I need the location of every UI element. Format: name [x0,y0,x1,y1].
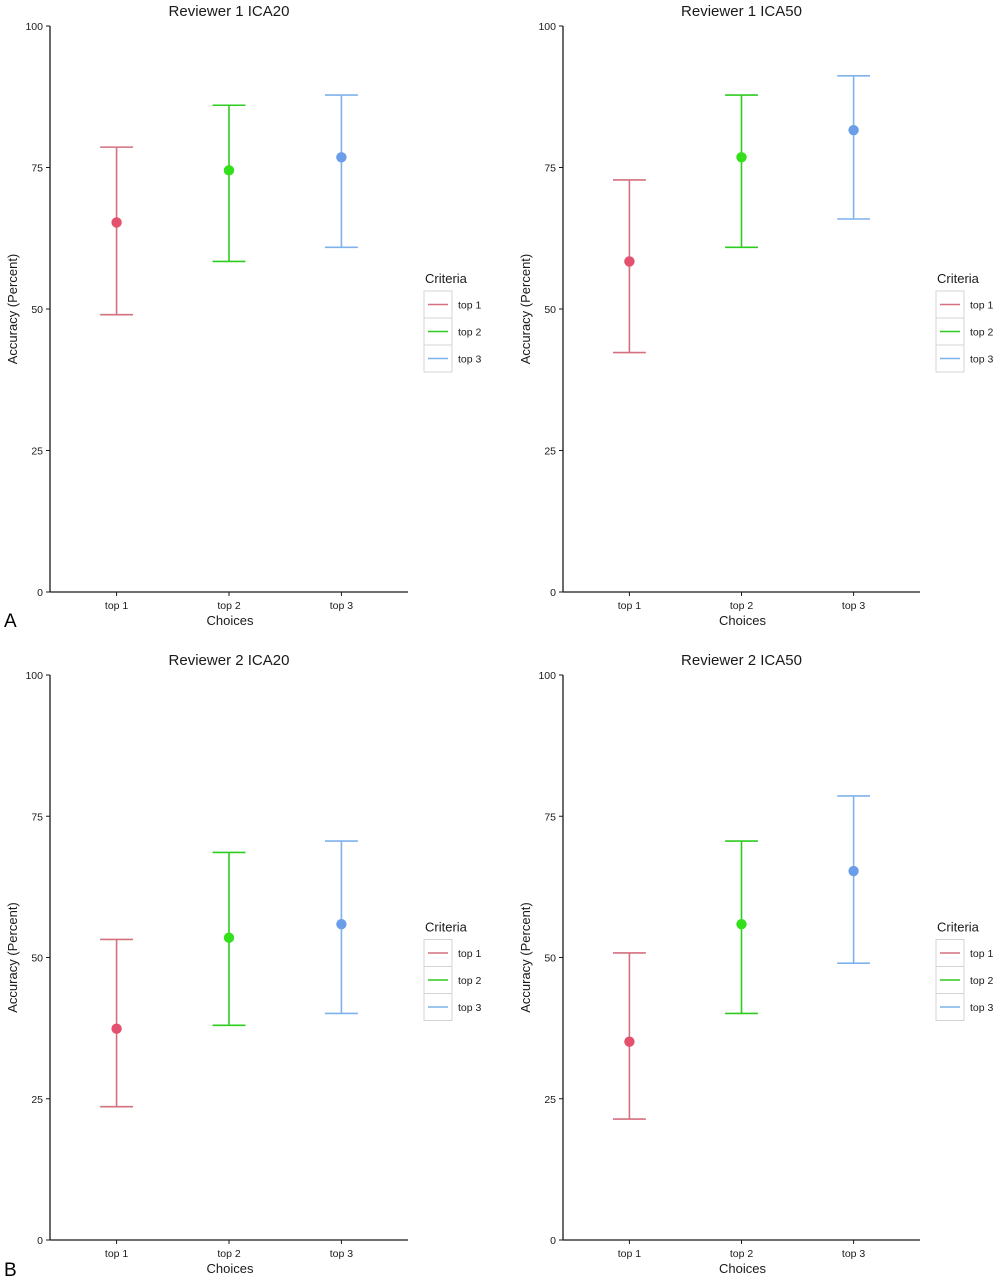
panel-label-b: B [4,1260,17,1280]
legend-title: Criteria [425,271,468,286]
data-point [223,932,235,943]
x-axis-label: Choices [207,613,254,628]
x-axis-label: Choices [719,1261,766,1276]
chart-title: Reviewer 1 ICA50 [681,3,802,20]
y-tick-label: 100 [25,21,43,33]
y-tick-label: 50 [544,953,556,965]
legend-label: top 2 [458,327,482,339]
y-tick-label: 25 [31,1094,43,1106]
y-tick-label: 100 [538,670,556,682]
y-tick-label: 25 [544,446,556,458]
data-point [111,217,122,228]
y-tick-label: 50 [31,304,43,316]
legend-label: top 2 [458,975,482,987]
y-tick-label: 0 [37,587,43,599]
x-tick-label: top 1 [105,1248,129,1260]
x-tick-label: top 1 [618,1248,642,1260]
y-tick-label: 75 [544,811,556,823]
x-tick-label: top 1 [618,600,642,612]
y-axis-label: Accuracy (Percent) [518,902,533,1013]
chart-title: Reviewer 2 ICA20 [169,652,290,669]
panel-label-a: A [4,611,17,632]
x-tick-label: top 3 [330,1248,354,1260]
y-axis-label: Accuracy (Percent) [5,254,20,365]
legend-label: top 3 [458,354,482,366]
y-tick-label: 25 [544,1094,556,1106]
data-point [736,152,747,163]
legend-label: top 2 [970,975,994,987]
chart-panel-3: Reviewer 2 ICA20 0 25 50 75 100 top 1 top 2 top … [5,652,482,1276]
y-axis-label: Accuracy (Percent) [518,254,533,365]
y-tick-label: 100 [25,670,43,682]
legend-label: top 1 [458,300,482,312]
legend-label: top 1 [970,300,994,312]
chart-panel-1: Reviewer 1 ICA20 0 25 50 75 100 top 1 top 2 top … [5,3,482,628]
x-tick-label: top 2 [730,600,754,612]
data-point [223,165,235,176]
x-tick-label: top 3 [842,1248,866,1260]
y-tick-label: 75 [31,811,43,823]
chart-title: Reviewer 2 ICA50 [681,652,802,669]
legend-label: top 3 [970,1002,994,1014]
data-point [336,918,347,930]
legend-label: top 3 [458,1002,482,1014]
x-tick-label: top 2 [217,1248,241,1260]
x-tick-label: top 1 [105,600,129,612]
y-tick-label: 0 [550,1235,556,1247]
legend-label: top 1 [970,948,994,960]
legend-label: top 3 [970,354,994,366]
data-point [736,918,747,930]
data-point [848,865,859,877]
y-tick-label: 75 [544,163,556,175]
x-tick-label: top 3 [842,600,866,612]
chart-title: Reviewer 1 ICA20 [169,3,290,20]
x-tick-label: top 2 [217,600,241,612]
y-axis-label: Accuracy (Percent) [5,902,20,1013]
legend-label: top 1 [458,948,482,960]
x-tick-label: top 2 [730,1248,754,1260]
x-tick-label: top 3 [330,600,354,612]
y-tick-label: 75 [31,163,43,175]
legend-title: Criteria [937,271,980,286]
data-point [624,256,635,267]
y-tick-label: 100 [538,21,556,33]
data-point [624,1036,635,1047]
y-tick-label: 0 [550,587,556,599]
legend-title: Criteria [425,920,468,935]
chart-panel-2: Reviewer 1 ICA50 0 25 50 75 100 top 1 top 2 top … [518,3,994,628]
x-axis-label: Choices [207,1261,254,1276]
data-point [111,1023,122,1034]
data-point [336,152,347,163]
data-point [848,124,859,136]
legend-label: top 2 [970,327,994,339]
chart-panel-4: Reviewer 2 ICA50 0 25 50 75 100 top 1 top 2 top … [518,652,994,1276]
x-axis-label: Choices [719,613,766,628]
y-tick-label: 50 [31,953,43,965]
y-tick-label: 0 [37,1235,43,1247]
y-tick-label: 50 [544,304,556,316]
legend-title: Criteria [937,920,980,935]
y-tick-label: 25 [31,446,43,458]
